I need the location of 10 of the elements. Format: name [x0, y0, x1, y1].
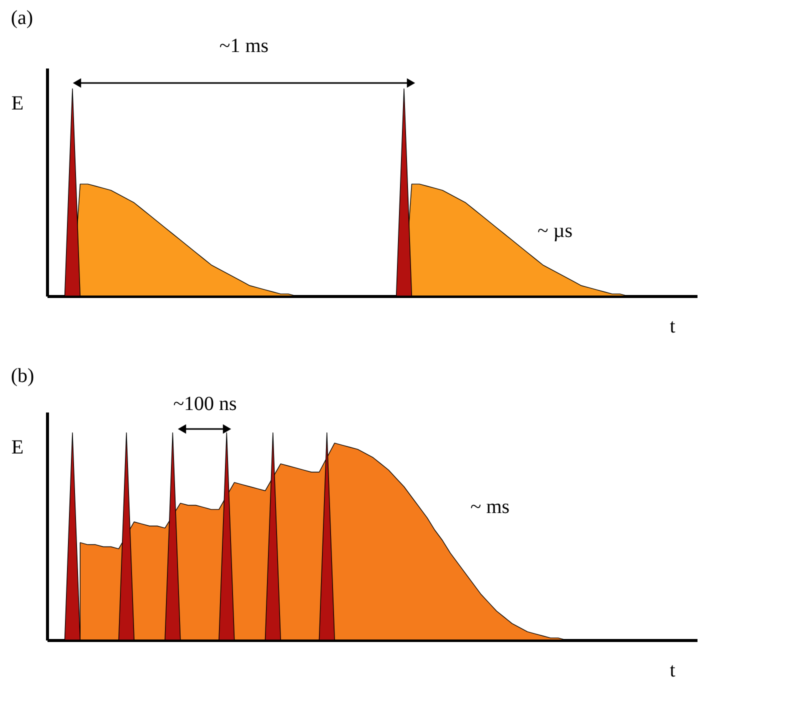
y-axis-title: E: [11, 92, 24, 114]
x-axis-title: t: [670, 660, 676, 682]
chart-title: (b): [10, 365, 34, 387]
y-axis-title: E: [11, 436, 24, 458]
annotation: ~ µs: [537, 220, 573, 242]
text: ~1 ms: [219, 35, 269, 57]
x-axis-title: t: [670, 316, 676, 338]
annotation: ~ ms: [470, 496, 510, 518]
text: ~100 ns: [173, 393, 238, 415]
chart-title: (a): [10, 7, 34, 29]
